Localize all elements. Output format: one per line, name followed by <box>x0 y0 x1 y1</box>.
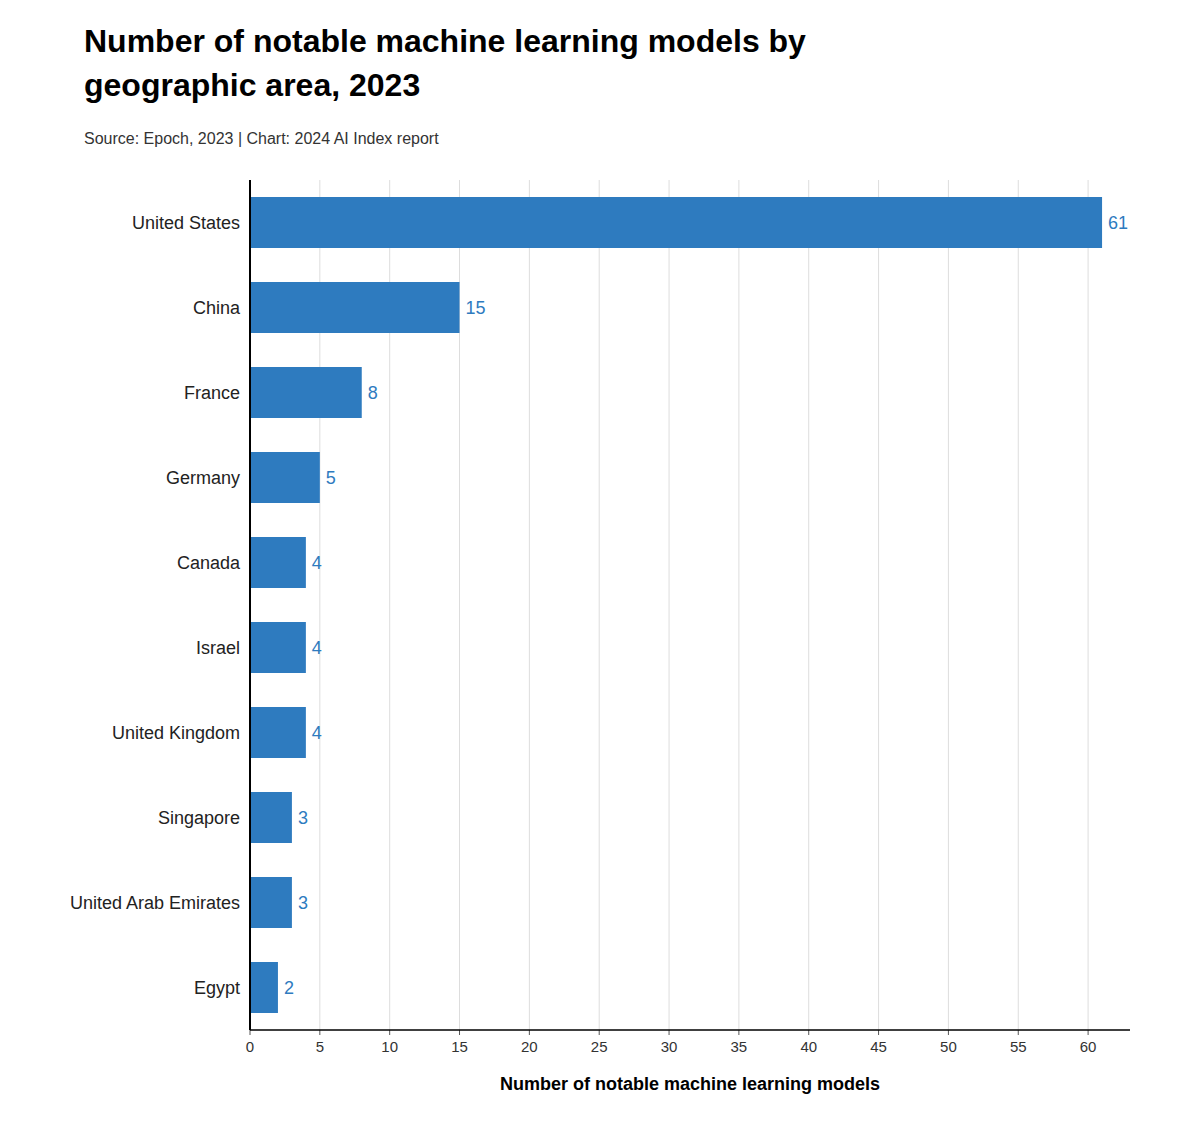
grid-line <box>808 180 809 1030</box>
chart-container: Number of notable machine learning model… <box>0 0 1200 1128</box>
data-label: 15 <box>466 298 486 318</box>
data-label: 61 <box>1108 213 1128 233</box>
tick-label: 25 <box>591 1038 608 1055</box>
y-axis-line <box>249 180 251 1030</box>
grid-line <box>529 180 530 1030</box>
tick-label: 5 <box>316 1038 324 1055</box>
bar <box>250 197 1102 248</box>
category-label: China <box>193 298 241 318</box>
category-label: France <box>184 383 240 403</box>
tick-label: 45 <box>870 1038 887 1055</box>
category-label: Germany <box>166 468 240 488</box>
category-label: Israel <box>196 638 240 658</box>
category-label: United States <box>132 213 240 233</box>
data-label: 5 <box>326 468 336 488</box>
tick-label: 0 <box>246 1038 254 1055</box>
data-label: 4 <box>312 638 322 658</box>
tick-label: 10 <box>381 1038 398 1055</box>
category-label: Singapore <box>158 808 240 828</box>
grid-line <box>948 180 949 1030</box>
tick-label: 30 <box>661 1038 678 1055</box>
category-label: United Kingdom <box>112 723 240 743</box>
bar <box>250 792 292 843</box>
bar <box>250 537 306 588</box>
bar <box>250 622 306 673</box>
category-label: Canada <box>177 553 241 573</box>
data-label: 4 <box>312 723 322 743</box>
bar <box>250 452 320 503</box>
grid <box>250 180 1088 1030</box>
tick-label: 60 <box>1080 1038 1097 1055</box>
bar <box>250 877 292 928</box>
tick-label: 20 <box>521 1038 538 1055</box>
grid-line <box>599 180 600 1030</box>
tick-label: 40 <box>800 1038 817 1055</box>
bar <box>250 367 362 418</box>
title: Number of notable machine learning model… <box>84 23 806 59</box>
bar <box>250 962 278 1013</box>
data-label: 8 <box>368 383 378 403</box>
subtitle: Source: Epoch, 2023 | Chart: 2024 AI Ind… <box>84 130 439 147</box>
x-axis-line <box>250 1029 1130 1031</box>
category-label: Egypt <box>194 978 240 998</box>
chart-svg: Number of notable machine learning model… <box>0 0 1200 1128</box>
grid-line <box>669 180 670 1030</box>
tick-label: 35 <box>731 1038 748 1055</box>
data-label: 2 <box>284 978 294 998</box>
category-label: United Arab Emirates <box>70 893 240 913</box>
data-label: 3 <box>298 808 308 828</box>
grid-line <box>738 180 739 1030</box>
bars <box>250 197 1102 1013</box>
grid-line <box>878 180 879 1030</box>
data-label: 3 <box>298 893 308 913</box>
data-label: 4 <box>312 553 322 573</box>
title: geographic area, 2023 <box>84 67 420 103</box>
tick-label: 50 <box>940 1038 957 1055</box>
bar <box>250 707 306 758</box>
tick-label: 15 <box>451 1038 468 1055</box>
x-axis-label: Number of notable machine learning model… <box>500 1074 880 1094</box>
grid-line <box>1018 180 1019 1030</box>
data-labels: 61 15 8 5 4 4 4 3 3 2 <box>284 213 1128 998</box>
bar <box>250 282 460 333</box>
grid-line <box>250 180 251 1030</box>
grid-line <box>1088 180 1089 1030</box>
tick-label: 55 <box>1010 1038 1027 1055</box>
